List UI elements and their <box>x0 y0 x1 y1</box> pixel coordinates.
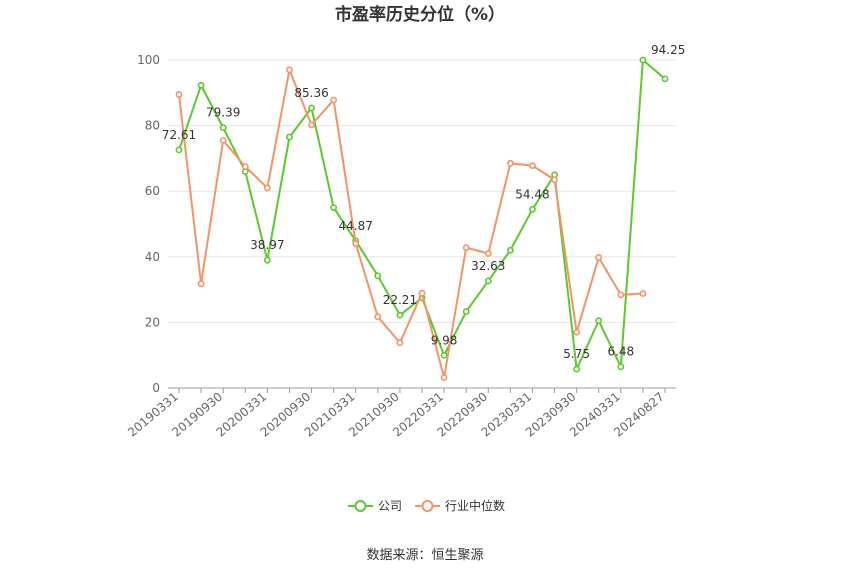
data-label: 32.63 <box>471 259 505 273</box>
data-point[interactable] <box>330 96 338 104</box>
legend-label: 行业中位数 <box>445 498 505 513</box>
data-point[interactable] <box>418 289 426 297</box>
data-point[interactable] <box>573 328 581 336</box>
data-point[interactable] <box>263 256 271 264</box>
data-point[interactable] <box>175 91 183 98</box>
series-line-industry-median <box>178 68 643 379</box>
data-point[interactable] <box>573 365 581 373</box>
data-point[interactable] <box>330 204 338 211</box>
data-point[interactable] <box>595 254 603 261</box>
data-point[interactable] <box>219 124 227 132</box>
data-point[interactable] <box>396 311 404 319</box>
data-point[interactable] <box>462 244 470 252</box>
data-point[interactable] <box>374 272 382 280</box>
data-label: 38.97 <box>250 238 284 252</box>
y-tick-label: 80 <box>145 119 160 133</box>
legend-marker-icon <box>421 500 434 512</box>
data-point[interactable] <box>308 121 315 129</box>
data-point[interactable] <box>506 246 514 254</box>
data-point[interactable] <box>617 363 625 371</box>
data-point[interactable] <box>197 280 205 288</box>
data-point[interactable] <box>639 290 647 297</box>
data-point[interactable] <box>286 133 293 141</box>
data-label: 44.87 <box>339 219 373 233</box>
data-point[interactable] <box>529 205 536 213</box>
data-point[interactable] <box>595 317 603 325</box>
data-point[interactable] <box>529 162 536 170</box>
legend-item-company[interactable]: 公司 <box>348 499 402 513</box>
legend-item-industry-median[interactable]: 行业中位数 <box>415 498 505 513</box>
data-label: 54.48 <box>515 187 549 201</box>
data-point[interactable] <box>219 136 227 144</box>
data-point[interactable] <box>440 351 448 359</box>
data-label: 85.36 <box>294 86 328 100</box>
legend[interactable]: 公司 行业中位数 <box>348 498 505 513</box>
source-note: 数据来源：恒生聚源 <box>366 548 483 563</box>
data-point[interactable] <box>286 66 293 74</box>
data-point[interactable] <box>506 159 514 167</box>
series-layer <box>175 56 669 381</box>
data-point[interactable] <box>396 339 404 347</box>
grid-layer <box>168 59 676 323</box>
data-point[interactable] <box>484 250 492 257</box>
y-tick-label: 100 <box>137 53 160 67</box>
data-point[interactable] <box>639 56 647 64</box>
data-point[interactable] <box>308 104 315 112</box>
data-point[interactable] <box>617 291 625 299</box>
data-point[interactable] <box>661 75 669 83</box>
data-label: 94.25 <box>651 43 685 57</box>
chart-title: 市盈率历史分位（%） <box>335 4 505 25</box>
data-point[interactable] <box>197 81 205 89</box>
data-point[interactable] <box>352 240 360 248</box>
data-point[interactable] <box>484 277 492 285</box>
data-point[interactable] <box>374 313 382 321</box>
data-label: 9.98 <box>431 333 458 347</box>
y-tick-label: 0 <box>152 381 160 395</box>
data-label: 22.21 <box>383 293 417 307</box>
label-layer: 72.61 79.39 38.97 85.36 44.87 22.21 9.98 32.63 5… <box>162 43 686 361</box>
data-point[interactable] <box>551 176 558 184</box>
legend-marker-icon <box>354 500 367 512</box>
y-tick-label: 40 <box>145 250 160 264</box>
data-point[interactable] <box>175 146 183 154</box>
data-point[interactable] <box>440 374 448 381</box>
legend-label: 公司 <box>378 499 402 513</box>
data-label: 72.61 <box>162 128 196 142</box>
y-tick-label: 20 <box>145 315 160 329</box>
y-tick-label: 60 <box>145 184 160 198</box>
data-label: 79.39 <box>206 106 240 120</box>
data-point[interactable] <box>462 308 470 315</box>
data-point[interactable] <box>241 163 249 170</box>
data-point[interactable] <box>263 184 271 192</box>
data-label: 6.48 <box>607 345 634 359</box>
data-label: 5.75 <box>563 347 590 361</box>
